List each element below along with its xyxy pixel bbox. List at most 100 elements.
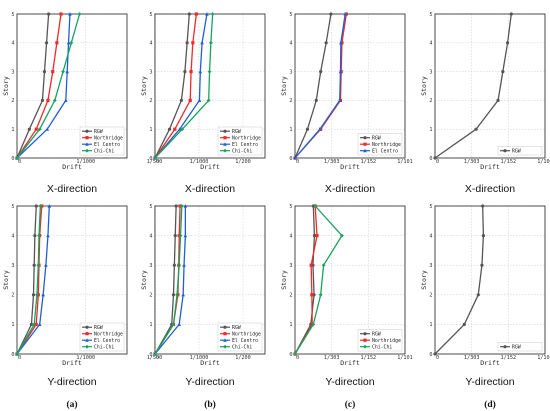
legend-marker (85, 332, 89, 336)
data-point (189, 70, 193, 74)
legend-entry: Chi-Chi (232, 148, 252, 154)
data-point (77, 12, 82, 16)
data-point (37, 322, 42, 326)
y-tick-label: 3 (429, 263, 432, 269)
data-point (32, 263, 36, 267)
legend-marker (85, 338, 89, 342)
data-point (474, 127, 478, 131)
data-point (64, 98, 68, 102)
x-tick-label: 0 (156, 355, 159, 361)
x-tick-label: 1/101 (397, 159, 413, 165)
x-tick-label: 1/500 (147, 355, 163, 361)
data-point (183, 70, 187, 74)
direction-caption: X-direction (47, 183, 97, 195)
y-tick-label: 0 (149, 156, 152, 162)
y-tick-label: 4 (11, 233, 14, 239)
data-point (506, 41, 510, 45)
legend-marker (223, 148, 227, 153)
series-line-chi-chi (16, 205, 42, 355)
x-tick-label: 1/152 (501, 355, 517, 361)
data-point (66, 40, 71, 45)
x-axis-label: Drift (200, 359, 220, 367)
chart-panel-1: 0 1 2 3 4 5 0 1/1000 1/200 Drift Story RGWNorthridg… (140, 12, 266, 195)
legend-entry: El Centro (372, 148, 398, 154)
y-tick-label: 4 (289, 233, 292, 239)
y-tick-label: 1 (429, 322, 432, 328)
data-point (153, 352, 157, 356)
data-point (45, 127, 50, 131)
legend-marker (223, 325, 227, 329)
legend-marker (363, 136, 367, 140)
series-line-chi-chi (16, 13, 81, 159)
y-axis-label: Story (140, 270, 148, 290)
x-axis-label: Drift (62, 359, 82, 367)
legend-box (497, 146, 543, 156)
data-point (206, 98, 211, 103)
legend-marker (223, 344, 227, 349)
legend-marker (503, 345, 507, 349)
series-line-chi-chi (154, 13, 214, 159)
series-line-rgw (16, 205, 37, 355)
x-tick-label: 0 (156, 159, 159, 165)
x-tick-label: 1/1000 (76, 159, 95, 165)
data-point (344, 12, 348, 16)
legend-marker (85, 344, 89, 349)
chart-panel-2: 0 1 2 3 4 5 0 1/303 1/152 1/101 Drift Story RGWNorth… (280, 12, 413, 195)
direction-caption: X-direction (325, 183, 375, 195)
y-tick-label: 3 (289, 263, 292, 269)
data-point (181, 292, 185, 297)
data-point (293, 156, 297, 160)
data-point (480, 263, 484, 267)
data-point (310, 293, 314, 297)
data-point (476, 293, 480, 297)
data-point (37, 127, 42, 132)
data-point (175, 292, 179, 297)
legend-marker (85, 325, 89, 329)
data-point (27, 127, 31, 131)
legend-entry: RGW (232, 129, 241, 135)
plot-frame (294, 13, 406, 159)
legend-entry: Northridge (94, 135, 123, 141)
y-tick-label: 4 (149, 41, 152, 47)
y-tick-label: 0 (289, 156, 292, 162)
legend-marker (363, 142, 367, 146)
plot-frame (16, 205, 128, 355)
legend-entry: RGW (232, 325, 241, 331)
legend-marker (223, 136, 227, 140)
data-point (55, 41, 59, 45)
data-point (42, 70, 47, 74)
y-tick-label: 0 (11, 156, 14, 162)
data-point (34, 204, 38, 208)
series-line-rgw (294, 205, 316, 355)
legend-entry: Northridge (94, 331, 123, 337)
x-axis-label: Drift (340, 163, 360, 171)
y-tick-label: 4 (289, 41, 292, 47)
x-tick-label: 0 (296, 355, 299, 361)
y-tick-label: 3 (11, 69, 14, 75)
data-point (337, 98, 342, 102)
data-point (29, 322, 34, 326)
plot-frame (16, 13, 128, 159)
y-tick-label: 4 (149, 233, 152, 239)
x-tick-label: 1/303 (464, 159, 480, 165)
legend-marker (363, 338, 367, 342)
legend-marker (363, 344, 367, 349)
legend-box (497, 342, 543, 352)
y-tick-label: 3 (149, 263, 152, 269)
data-point (44, 41, 49, 45)
x-tick-label: 1/101 (397, 355, 413, 361)
legend-entry: RGW (372, 135, 381, 141)
data-point (38, 204, 43, 208)
x-tick-label: 0 (296, 159, 299, 165)
y-tick-label: 0 (429, 352, 432, 358)
y-tick-label: 5 (429, 12, 432, 18)
data-point (501, 70, 505, 74)
y-tick-label: 1 (11, 322, 14, 328)
legend-entry: El Centro (232, 142, 258, 148)
data-point (36, 263, 41, 268)
legend-entry: Chi-Chi (232, 344, 252, 350)
chart-panel-7: 0 1 2 3 4 5 0 1/303 1/152 1/101 Drift Story RGW Y-dir… (420, 204, 550, 388)
y-tick-label: 5 (429, 204, 432, 210)
y-tick-label: 2 (429, 293, 432, 299)
data-point (34, 127, 38, 131)
